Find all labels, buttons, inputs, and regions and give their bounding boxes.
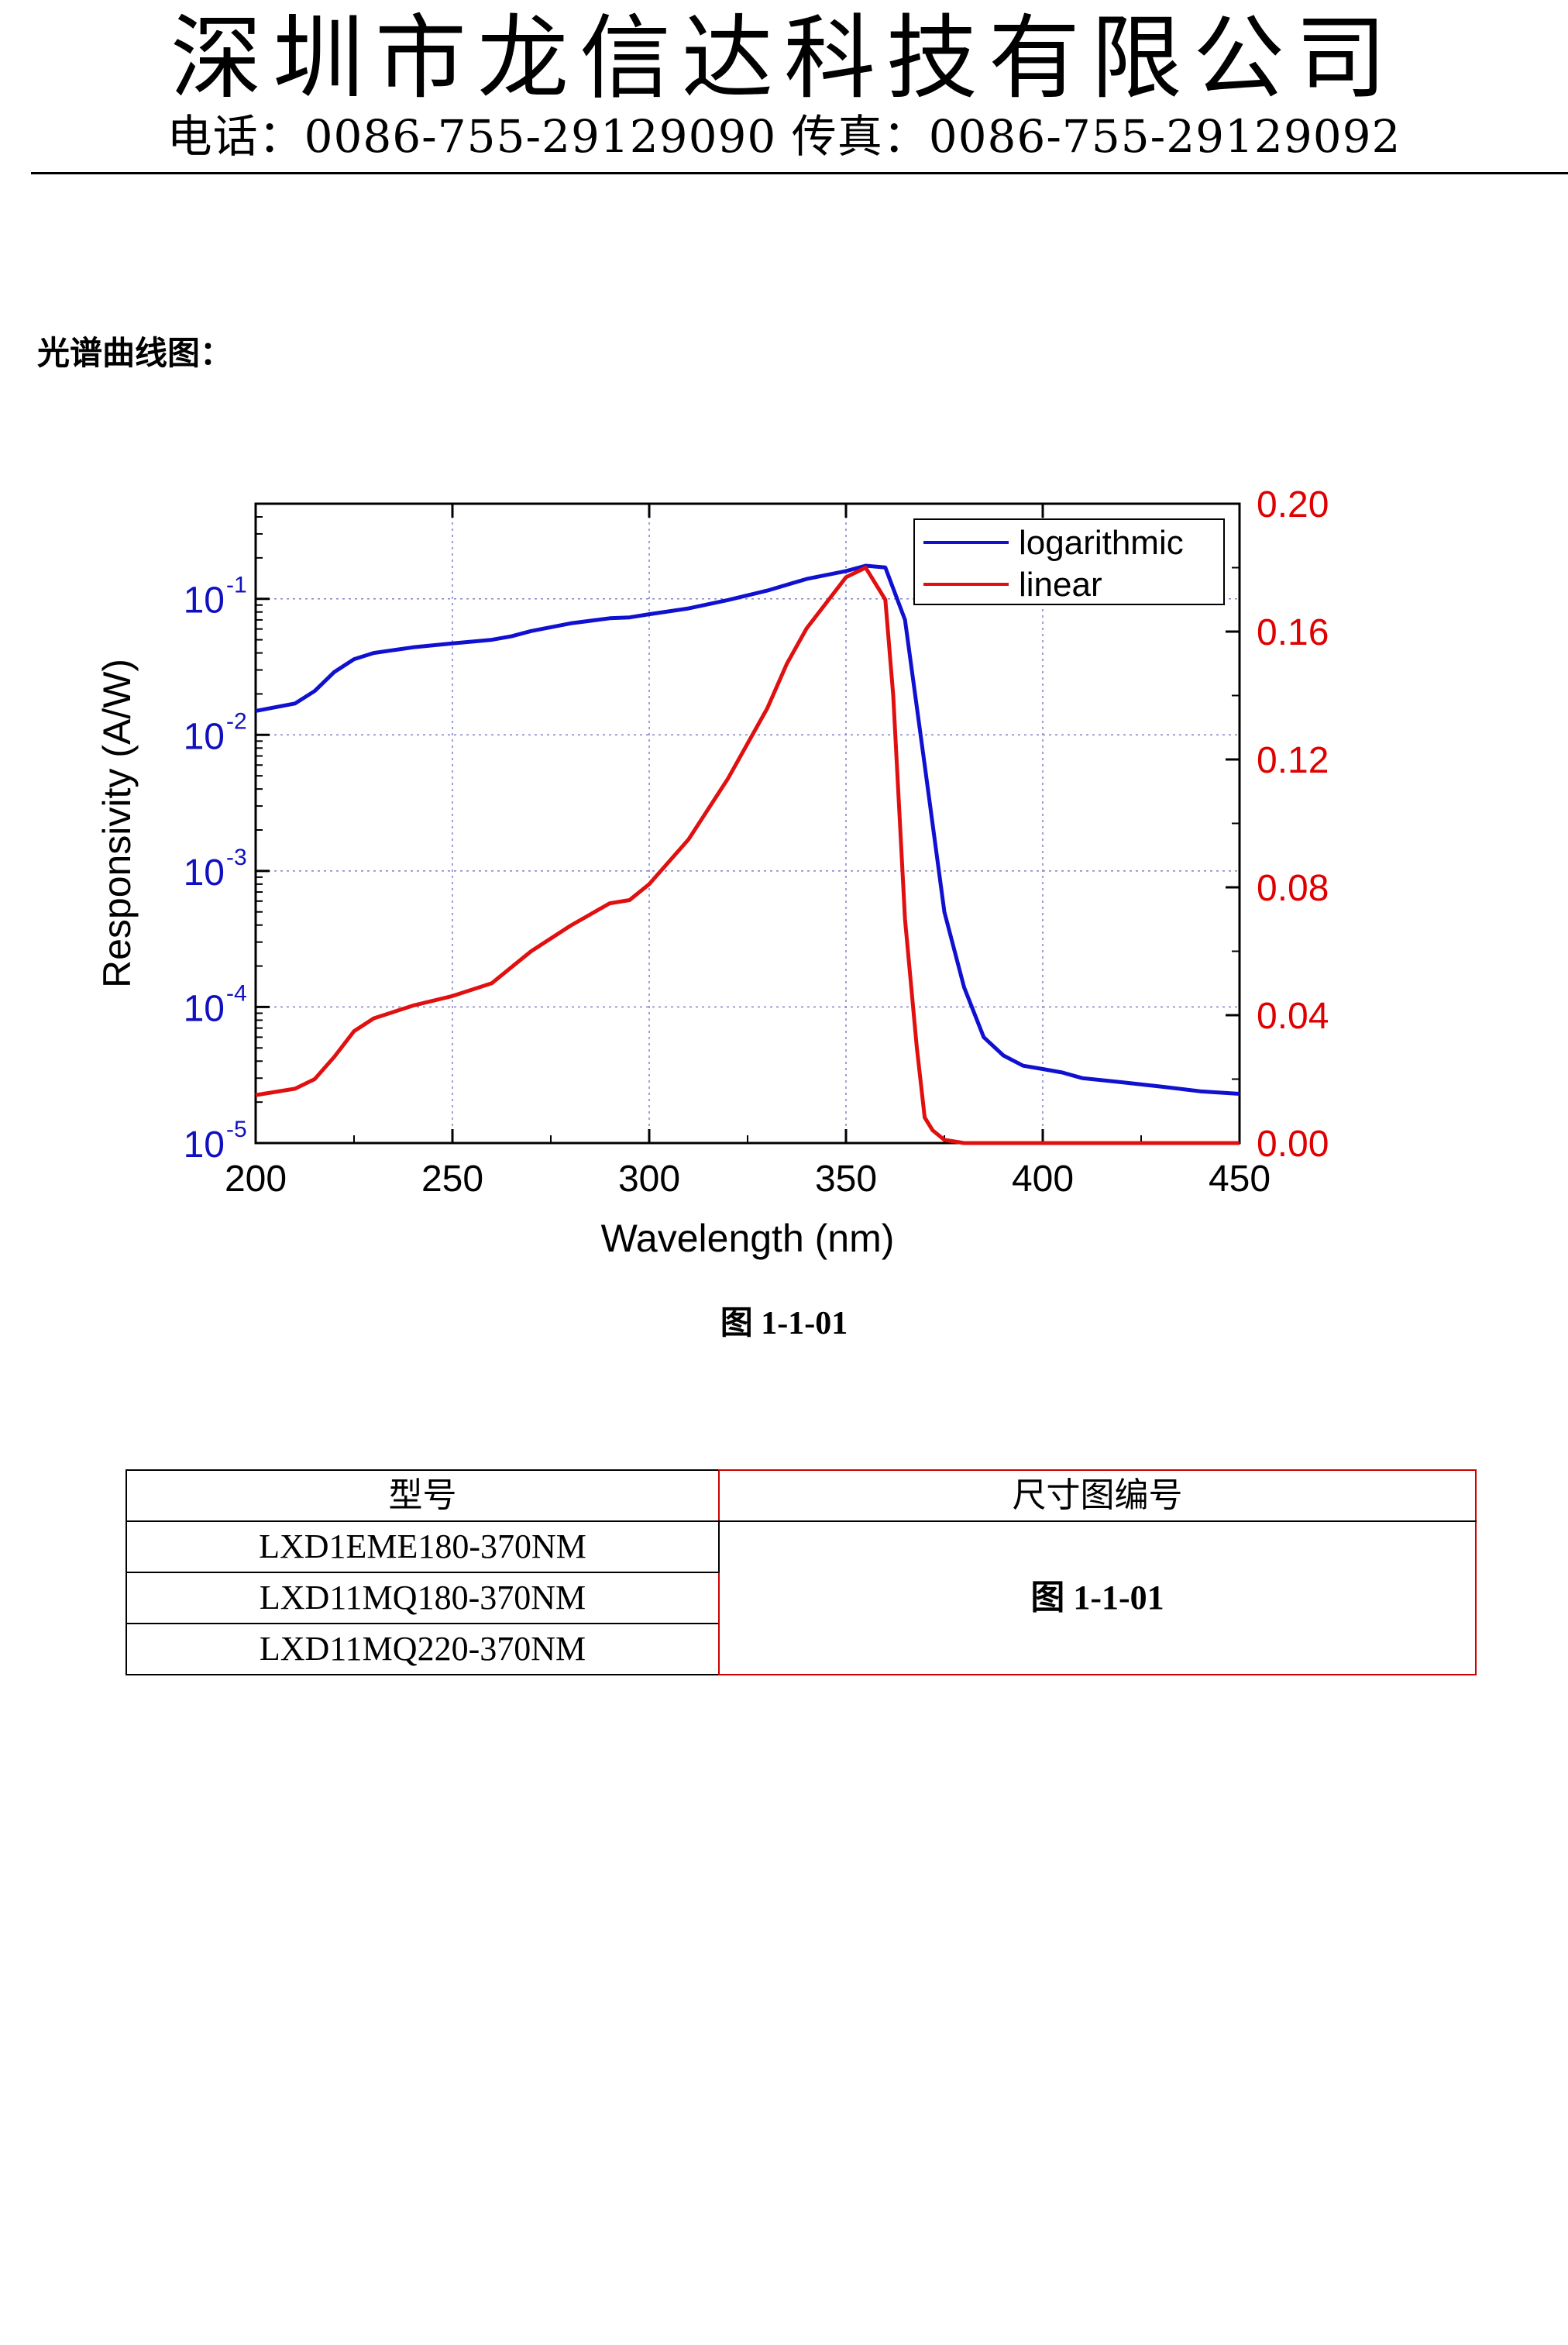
drawing-ref-cell: 图 1-1-01	[718, 1520, 1477, 1675]
model-cell: LXD11MQ220-370NM	[126, 1623, 720, 1675]
header-divider	[31, 172, 1568, 174]
figure-caption: 图 1-1-01	[720, 1306, 848, 1341]
y-left-tick-exponent: -1	[226, 573, 247, 598]
company-name: 深圳市龙信达科技有限公司	[170, 5, 1398, 112]
y-left-tick-label: 10	[184, 716, 225, 757]
y-axis-title: Responsivity (A/W)	[95, 659, 139, 988]
y-left-tick-label: 10	[184, 580, 225, 622]
table-row: LXD11MQ220-370NM	[126, 1623, 1476, 1675]
header-model: 型号	[126, 1469, 720, 1522]
y-left-tick-exponent: -3	[226, 845, 247, 870]
legend-box	[913, 518, 1225, 605]
y-right-tick-label: 0.04	[1257, 996, 1329, 1037]
table-row: LXD11MQ180-370NM	[126, 1572, 1476, 1624]
series-linear-line	[255, 566, 1240, 1145]
y-left-tick-label: 10	[184, 1124, 225, 1166]
y-left-tick-label: 10	[184, 852, 225, 894]
y-left-tick-exponent: -4	[226, 980, 247, 1006]
model-cell: LXD11MQ180-370NM	[126, 1572, 720, 1624]
y-right-tick-label: 0.12	[1257, 740, 1329, 781]
x-tick-label: 350	[815, 1159, 877, 1200]
y-right-tick-label: 0.16	[1257, 612, 1329, 653]
y-left-tick-exponent: -5	[226, 1117, 247, 1142]
y-right-tick-label: 0.08	[1257, 868, 1329, 909]
series-logarithmic-line	[255, 563, 1240, 1096]
y-right-tick-label: 0.20	[1257, 484, 1329, 525]
section-title: 光谱曲线图：	[37, 334, 233, 372]
model-table: 型号 尺寸图编号 LXD1EME180-370NM 图 1-1-01 LXD11…	[126, 1469, 1477, 1675]
x-axis-title: Wavelength (nm)	[601, 1217, 895, 1260]
model-cell: LXD1EME180-370NM	[126, 1520, 720, 1573]
x-tick-label: 250	[421, 1159, 483, 1200]
x-tick-label: 400	[1012, 1159, 1074, 1200]
table-row: LXD1EME180-370NM 图 1-1-01	[126, 1520, 1477, 1675]
y-right-tick-label: 0.00	[1257, 1124, 1329, 1165]
table-header-row: 型号 尺寸图编号	[126, 1469, 1477, 1522]
legend-label-logarithmic: logarithmic	[1019, 524, 1184, 562]
x-tick-label: 200	[225, 1159, 287, 1200]
x-tick-label: 300	[618, 1159, 680, 1200]
legend-label-linear: linear	[1019, 566, 1102, 604]
x-tick-label: 450	[1209, 1159, 1271, 1200]
y-left-tick-label: 10	[184, 988, 225, 1029]
contact-line: 电话：0086-755-29129090 传真：0086-755-2912909…	[167, 110, 1401, 163]
header-drawing-no: 尺寸图编号	[718, 1469, 1477, 1522]
y-left-tick-exponent: -2	[226, 708, 247, 734]
